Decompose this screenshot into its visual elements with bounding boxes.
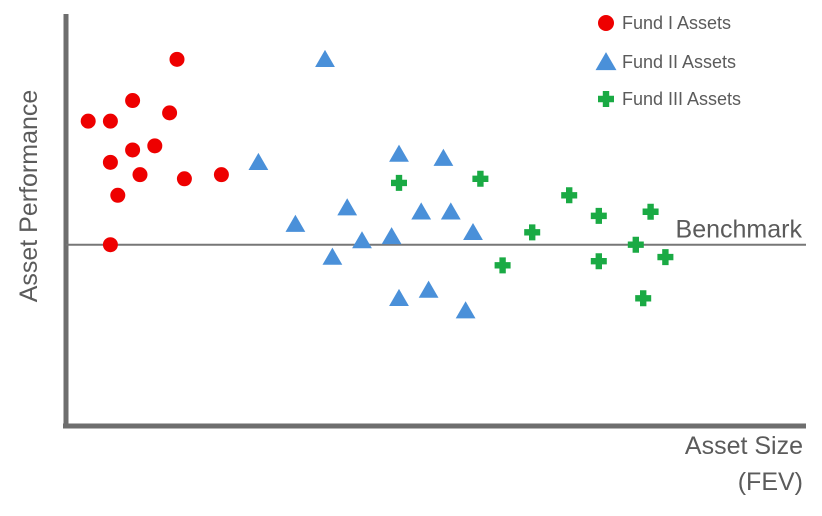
- series-2-point-7: [411, 202, 432, 220]
- series-3-point-9: [590, 253, 607, 270]
- series-2-point-12: [322, 247, 343, 265]
- legend-marker-series-3: [598, 91, 614, 107]
- series-3-point-7: [627, 236, 644, 253]
- series-1-point-3: [102, 113, 118, 129]
- series-3-point-5: [642, 203, 659, 220]
- series-3-point-6: [524, 224, 541, 241]
- series-1-point-1: [169, 51, 185, 67]
- series-2-point-1: [315, 49, 335, 68]
- x-axis-label-line1: Asset Size: [685, 432, 803, 460]
- y-axis-label: Asset Performance: [15, 90, 43, 303]
- series-2-point-2: [248, 152, 269, 171]
- series-1-point-11: [213, 167, 229, 183]
- series-3-point-2: [472, 170, 489, 187]
- series-2-point-11: [463, 222, 483, 241]
- legend-label-series-3: Fund III Assets: [622, 89, 741, 109]
- legend-label-series-1: Fund I Assets: [622, 13, 731, 33]
- series-1-point-10: [176, 171, 192, 187]
- legend-marker-series-1: [598, 15, 614, 31]
- series-1-point-6: [147, 138, 163, 154]
- series-2-point-5: [337, 198, 358, 216]
- series-1-point-7: [125, 142, 141, 158]
- series-3-point-10: [657, 249, 674, 266]
- series-2-point-9: [381, 227, 402, 245]
- benchmark-label: Benchmark: [676, 216, 803, 244]
- series-2-point-4: [433, 148, 454, 166]
- series-3-point-8: [494, 257, 511, 274]
- series-3-point-1: [391, 174, 407, 191]
- series-1-point-12: [110, 187, 126, 203]
- legend: Fund I Assets Fund II Assets Fund III Asse…: [595, 13, 741, 109]
- series-1-point-9: [132, 167, 148, 183]
- data-points: [80, 49, 674, 319]
- series-2-point-14: [418, 280, 439, 298]
- series-3-point-11: [635, 290, 652, 307]
- series-1-point-2: [125, 93, 141, 109]
- series-2-point-3: [389, 144, 409, 162]
- series-2-point-10: [352, 231, 372, 249]
- series-1-point-8: [102, 154, 118, 170]
- series-2-point-6: [285, 214, 306, 232]
- series-2-point-13: [389, 288, 409, 306]
- series-2-point-15: [455, 301, 476, 319]
- legend-marker-series-2: [595, 52, 617, 71]
- series-1-point-4: [162, 105, 178, 121]
- x-axis-label-line2: (FEV): [738, 468, 803, 496]
- series-3-point-3: [561, 187, 578, 204]
- legend-label-series-2: Fund II Assets: [622, 52, 736, 72]
- series-1-point-13: [102, 237, 118, 253]
- series-3-point-4: [590, 207, 607, 224]
- series-1-point-5: [80, 113, 96, 129]
- axes: [63, 14, 806, 429]
- series-2-point-8: [440, 202, 461, 220]
